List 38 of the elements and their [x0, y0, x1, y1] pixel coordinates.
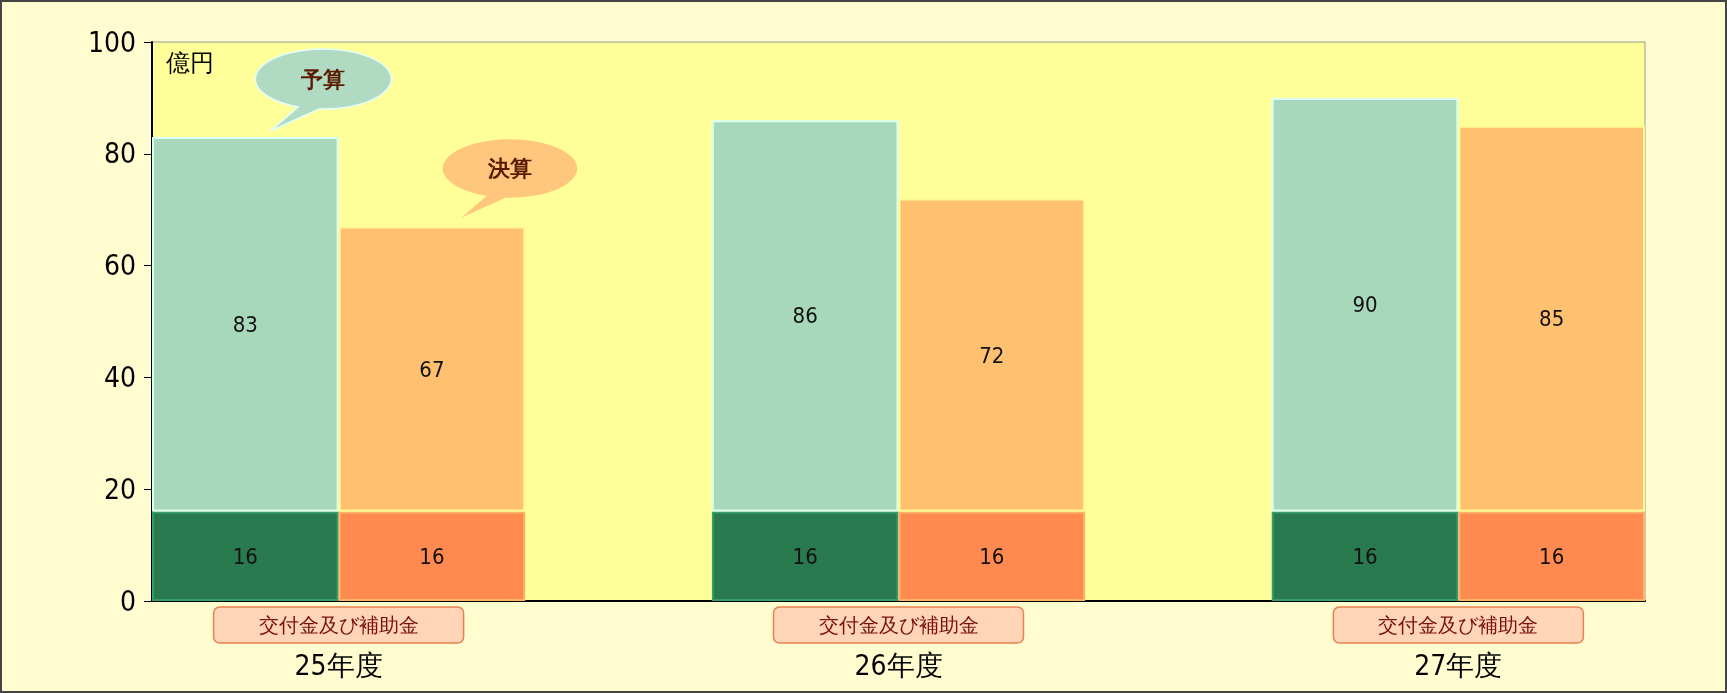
bar: [898, 511, 1086, 601]
y-axis-title: 億円: [166, 48, 214, 76]
bar: [152, 511, 339, 601]
bar: [898, 198, 1086, 512]
data-label: 16: [1352, 543, 1378, 569]
total-label: 83: [232, 311, 258, 337]
y-tick-label: 80: [103, 137, 136, 171]
bar: [1271, 97, 1459, 512]
bar: [1271, 511, 1459, 601]
x-tick-label: 27年度: [1414, 648, 1503, 682]
bar: [152, 137, 339, 512]
x-tick-label: 26年度: [854, 648, 943, 682]
total-label: 72: [979, 342, 1005, 368]
bar: [711, 120, 899, 512]
total-label: 90: [1352, 292, 1378, 318]
bar: [338, 226, 526, 512]
data-label: 16: [232, 543, 258, 569]
data-label: 16: [419, 543, 445, 569]
y-tick-label: 100: [87, 25, 136, 59]
y-tick-label: 40: [103, 360, 136, 394]
y-tick-label: 60: [103, 249, 136, 283]
total-label: 67: [419, 356, 445, 382]
bar: [1458, 511, 1645, 601]
text: 交付金及び補助金: [818, 613, 979, 637]
x-tick-label: 25年度: [294, 648, 383, 682]
data-label: 16: [1539, 543, 1565, 569]
series-label: 交付金及び補助金: [258, 613, 419, 637]
y-tick-label: 20: [103, 472, 136, 506]
data-label: 16: [792, 543, 818, 569]
annotation: 予算: [300, 66, 346, 92]
total-label: 86: [792, 303, 818, 329]
y-tick-label: 0: [119, 584, 136, 618]
text: 交付金及び補助金: [1378, 613, 1539, 637]
bar: [338, 511, 526, 601]
data-label: 16: [979, 543, 1005, 569]
annotation: 決算: [486, 155, 532, 181]
total-label: 85: [1539, 306, 1565, 332]
bar: [711, 511, 899, 601]
